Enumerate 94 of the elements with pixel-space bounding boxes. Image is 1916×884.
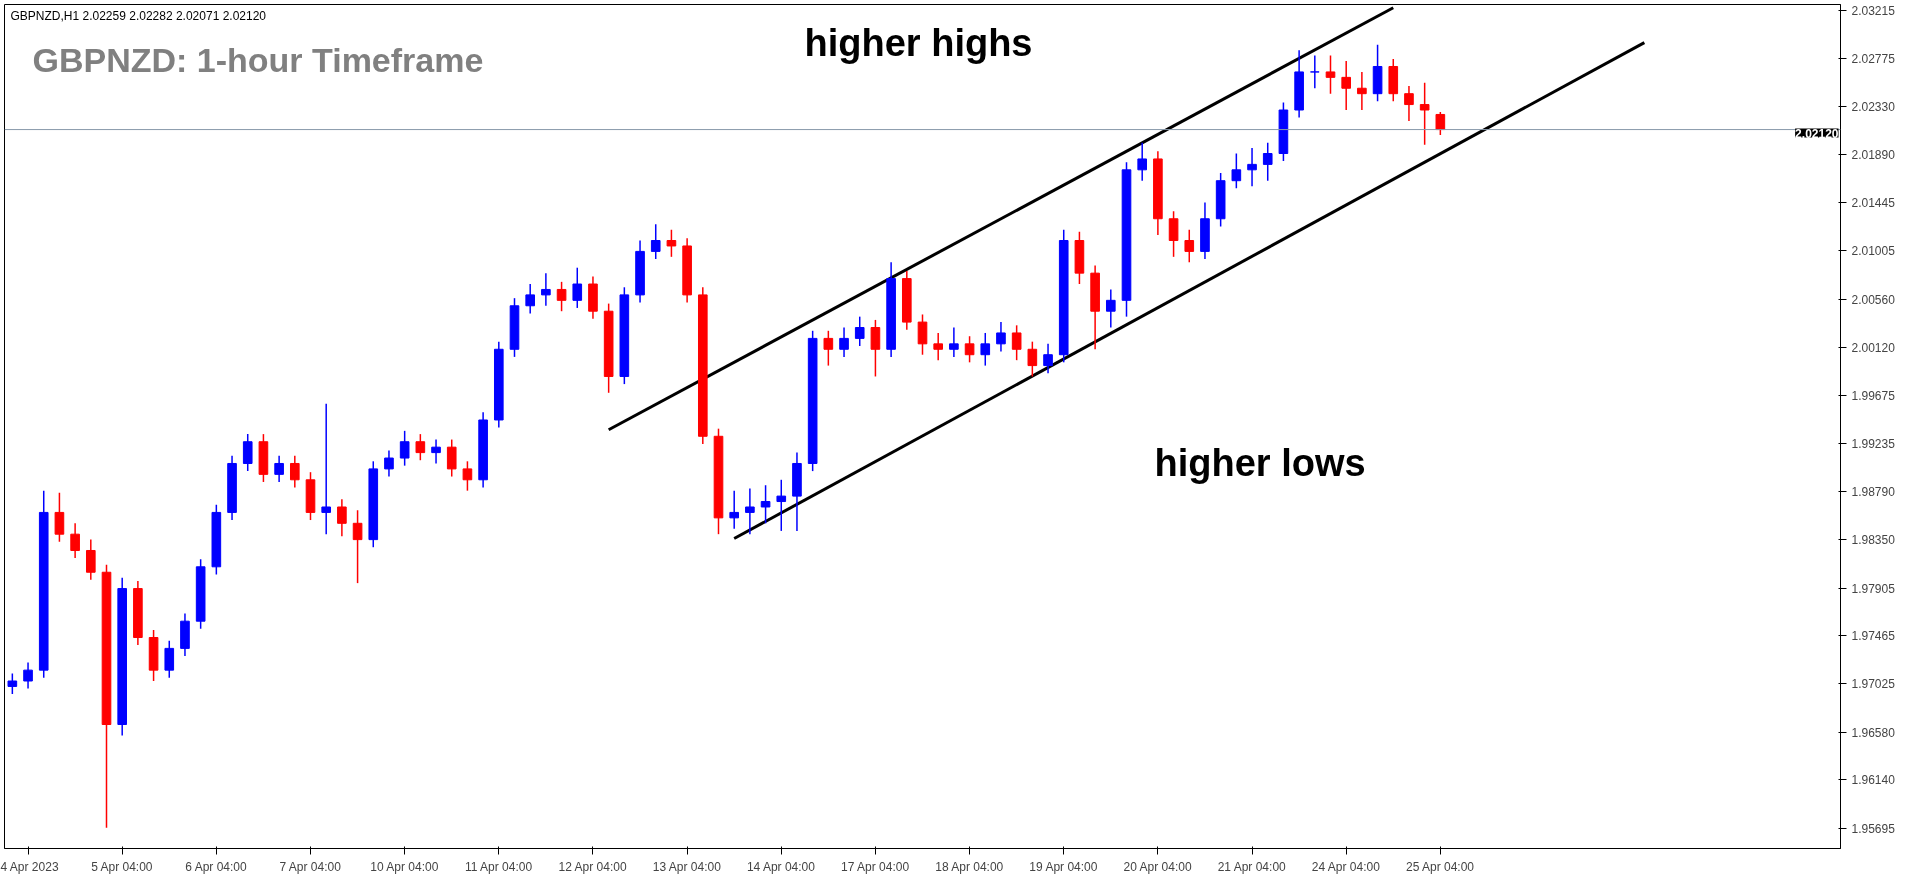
- candlestick: [1309, 54, 1320, 89]
- y-tick-label: 1.97025: [1851, 677, 1896, 692]
- candlestick: [1262, 141, 1273, 182]
- x-tick-label: 5 Apr 04:00: [91, 859, 153, 874]
- y-tick-label: 1.99675: [1851, 389, 1896, 403]
- candlestick: [1168, 210, 1179, 258]
- candlestick: [242, 433, 253, 472]
- candlestick: [321, 402, 332, 535]
- candlestick: [964, 335, 975, 364]
- candlestick: [525, 283, 536, 315]
- y-tick-label: 1.97905: [1851, 581, 1896, 596]
- y-tick-label: 2.02775: [1851, 51, 1896, 66]
- candlestick: [541, 272, 551, 307]
- candlestick: [666, 228, 677, 258]
- candlestick: [1325, 54, 1336, 95]
- y-tick-label: 1.99235: [1851, 436, 1896, 451]
- candlestick: [1011, 324, 1022, 361]
- candlestick: [839, 326, 849, 358]
- candlestick: [996, 321, 1006, 353]
- candlestick: [1231, 152, 1242, 190]
- candlestick: [650, 223, 661, 260]
- y-tick-label: 2.01005: [1851, 244, 1896, 259]
- candlestick: [337, 498, 347, 538]
- candlestick: [729, 489, 740, 530]
- candlestick: [85, 538, 96, 581]
- candlestick: [70, 522, 80, 559]
- candlestick: [289, 455, 300, 489]
- y-tick-label: 2.01445: [1851, 196, 1896, 211]
- chart-title: GBPNZD,H1 2.02259 2.02282 2.02071 2.02120: [10, 8, 267, 23]
- candlestick: [556, 281, 567, 312]
- x-tick-label: 10 Apr 04:00: [370, 859, 439, 874]
- y-tick-label: 1.95695: [1851, 821, 1896, 836]
- x-tick-label: 6 Apr 04:00: [185, 859, 248, 874]
- candlestick: [164, 640, 175, 679]
- x-tick-label: 7 Apr 04:00: [279, 859, 342, 874]
- candlestick: [980, 332, 991, 367]
- candlestick: [23, 661, 33, 690]
- candlestick: [384, 449, 394, 478]
- candlestick: [760, 484, 771, 525]
- candlestick: [870, 319, 881, 378]
- y-tick-label: 1.97465: [1851, 629, 1896, 644]
- x-tick-label: 14 Apr 04:00: [746, 859, 816, 874]
- y-tick-label: 2.03215: [1851, 3, 1896, 18]
- candlestick: [1105, 288, 1116, 329]
- candlestick: [415, 433, 426, 461]
- candlestick: [1419, 82, 1430, 146]
- candlestick: [431, 438, 441, 465]
- candlestick: [854, 315, 865, 347]
- x-tick-label: 19 Apr 04:00: [1029, 859, 1098, 874]
- candlestick: [949, 326, 959, 358]
- annotation: higher highs: [804, 21, 1033, 64]
- text: GBPNZD: 1-hour Timeframe: [32, 40, 484, 79]
- candlestick: [274, 455, 284, 483]
- candlestick: [572, 266, 583, 309]
- candlestick: [776, 479, 787, 532]
- candlestick: [1435, 111, 1446, 136]
- y-tick-label: 1.98790: [1851, 485, 1896, 500]
- y-tick-label: 1.96140: [1851, 773, 1896, 788]
- candlestick: [823, 330, 834, 367]
- x-tick-label: 12 Apr 04:00: [558, 859, 627, 874]
- y-tick-label: 2.00120: [1851, 340, 1896, 355]
- candlestick: [7, 672, 18, 695]
- ref-line-label: 2.02120: [1795, 126, 1839, 141]
- x-tick-label: 18 Apr 04:00: [935, 859, 1004, 874]
- x-tick-label: 4 Apr 2023: [0, 859, 59, 874]
- candlestick: [1027, 340, 1038, 378]
- annotation: higher lows: [1154, 441, 1366, 484]
- y-tick-label: 1.96580: [1851, 725, 1896, 740]
- candlestick: [933, 332, 944, 361]
- candlestick: [745, 487, 755, 535]
- x-tick-label: 13 Apr 04:00: [652, 859, 722, 874]
- candlestick: [1341, 60, 1352, 111]
- y-tick-label: 2.01890: [1851, 148, 1896, 163]
- y-tick-label: 2.00560: [1851, 292, 1896, 307]
- candlestick: [1137, 141, 1148, 182]
- y-tick-label: 1.98350: [1851, 533, 1896, 548]
- candlestick: [54, 492, 65, 543]
- candlestick: [1043, 343, 1053, 374]
- x-tick-label: 20 Apr 04:00: [1123, 859, 1192, 874]
- candlestick: [1184, 228, 1195, 264]
- x-tick-label: 21 Apr 04:00: [1217, 859, 1287, 874]
- y-tick-label: 2.02330: [1851, 100, 1896, 115]
- x-tick-label: 17 Apr 04:00: [841, 859, 910, 874]
- candlestick: [352, 509, 363, 584]
- candlestick: [1404, 85, 1414, 122]
- x-tick-label: 24 Apr 04:00: [1311, 859, 1381, 874]
- x-tick-label: 25 Apr 04:00: [1405, 859, 1475, 874]
- candlestick: [1247, 147, 1257, 187]
- candlestick: [399, 430, 410, 467]
- x-tick-label: 11 Apr 04:00: [464, 859, 533, 874]
- candlestick: [917, 313, 928, 356]
- candlestick: [446, 438, 457, 478]
- candlestick: [1357, 71, 1367, 111]
- candlestick: [462, 460, 473, 492]
